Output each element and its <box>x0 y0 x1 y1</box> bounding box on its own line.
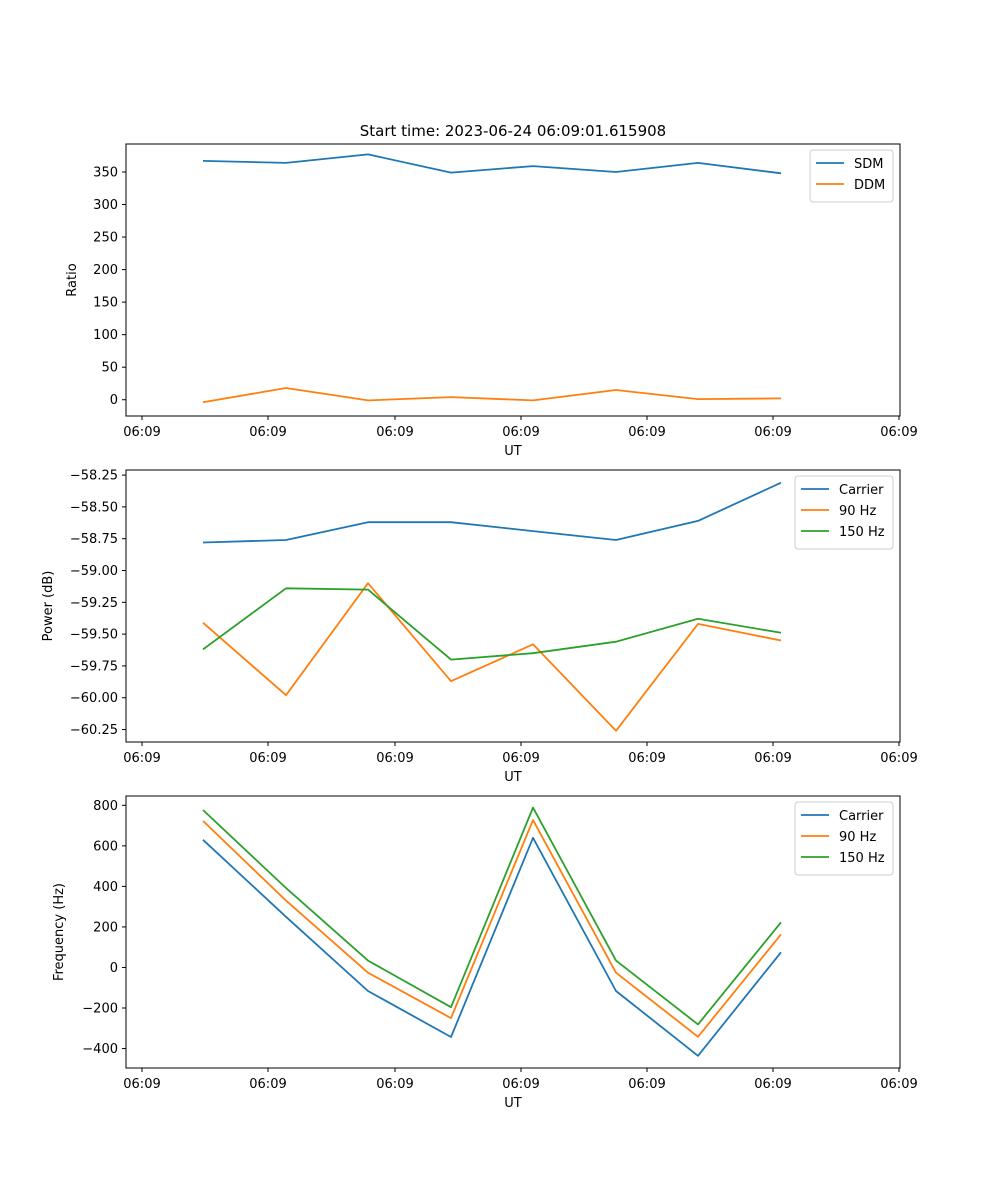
series-line-150-hz <box>202 806 782 1026</box>
x-tick-label: 06:09 <box>249 751 286 766</box>
legend-label: 90 Hz <box>839 830 876 845</box>
y-tick-label: −59.75 <box>70 659 118 674</box>
x-tick-label: 06:09 <box>628 751 665 766</box>
x-tick-label: 06:09 <box>628 1077 665 1092</box>
legend: Carrier 90 Hz 150 Hz <box>794 475 894 550</box>
x-tick-label: 06:09 <box>754 425 791 440</box>
y-tick-label: 350 <box>93 165 118 180</box>
legend-label: 150 Hz <box>839 851 885 866</box>
x-tick-label: 06:09 <box>502 425 539 440</box>
y-tick-label: 0 <box>110 961 118 976</box>
legend: Carrier 90 Hz 150 Hz <box>794 801 894 876</box>
legend-label: 90 Hz <box>839 504 876 519</box>
x-tick-label: 06:09 <box>376 751 413 766</box>
x-tick-label: 06:09 <box>502 751 539 766</box>
y-tick-label: 200 <box>93 263 118 278</box>
y-axis-label: Frequency (Hz) <box>52 883 67 981</box>
x-tick-label: 06:09 <box>123 425 160 440</box>
y-axis-label: Power (dB) <box>41 571 56 642</box>
x-tick-label: 06:09 <box>880 1077 917 1092</box>
x-tick-label: 06:09 <box>754 751 791 766</box>
y-tick-label: −58.50 <box>70 500 118 515</box>
legend-label: SDM <box>854 157 883 172</box>
y-tick-label: 250 <box>93 231 118 246</box>
series-line-90-hz <box>202 582 782 732</box>
y-tick-label: −58.75 <box>70 532 118 547</box>
series-line-sdm <box>202 153 782 175</box>
y-tick-label: 800 <box>93 799 118 814</box>
series-line-150-hz <box>202 587 782 661</box>
legend-label: DDM <box>854 178 885 193</box>
axes-frame <box>125 143 901 417</box>
chart-panel-3: −400 −200 0 200 400 600 800 06:09 06:09 06:09 06:0… <box>52 795 918 1111</box>
x-tick-label: 06:09 <box>376 425 413 440</box>
chart-panel-1: 0 50 100 150 200 250 300 350 06:09 06:09 06:09 06:0… <box>65 143 918 459</box>
y-axis-label: Ratio <box>65 263 80 296</box>
legend: SDM DDM <box>809 149 894 203</box>
x-tick-label: 06:09 <box>628 425 665 440</box>
x-axis-label: UT <box>504 444 522 459</box>
axes-frame <box>125 795 901 1069</box>
figure-title: Start time: 2023-06-24 06:09:01.615908 <box>360 122 666 140</box>
legend-label: Carrier <box>839 809 884 824</box>
x-tick-label: 06:09 <box>754 1077 791 1092</box>
y-tick-label: 600 <box>93 839 118 854</box>
y-tick-label: 150 <box>93 296 118 311</box>
y-tick-label: −59.00 <box>70 564 118 579</box>
y-tick-label: −400 <box>82 1042 118 1057</box>
x-axis-label: UT <box>504 1096 522 1111</box>
chart-panel-2: −60.25 −60.00 −59.75 −59.50 −59.25 −59.00 −58.… <box>41 469 918 785</box>
axes-frame <box>125 469 901 743</box>
x-tick-label: 06:09 <box>123 751 160 766</box>
y-tick-label: 100 <box>93 328 118 343</box>
series-line-ddm <box>202 387 782 404</box>
y-tick-label: 200 <box>93 920 118 935</box>
legend-label: Carrier <box>839 483 884 498</box>
y-tick-label: 300 <box>93 198 118 213</box>
y-tick-label: −60.00 <box>70 691 118 706</box>
series-line-90-hz <box>202 819 782 1038</box>
x-tick-label: 06:09 <box>249 425 286 440</box>
legend-label: 150 Hz <box>839 525 885 540</box>
y-tick-label: −59.25 <box>70 596 118 611</box>
x-tick-label: 06:09 <box>502 1077 539 1092</box>
x-axis-label: UT <box>504 770 522 785</box>
series-line-carrier <box>202 836 782 1057</box>
x-tick-label: 06:09 <box>880 425 917 440</box>
x-tick-label: 06:09 <box>249 1077 286 1092</box>
y-tick-label: −200 <box>82 1002 118 1017</box>
y-tick-label: 400 <box>93 880 118 895</box>
y-tick-label: 50 <box>101 361 118 376</box>
y-tick-label: −58.25 <box>70 469 118 484</box>
y-tick-label: −59.50 <box>70 628 118 643</box>
series-line-carrier <box>202 481 782 544</box>
panels: 0 50 100 150 200 250 300 350 06:09 06:09 06:09 06:0… <box>41 143 918 1111</box>
y-tick-label: 0 <box>110 393 118 408</box>
x-tick-label: 06:09 <box>880 751 917 766</box>
x-tick-label: 06:09 <box>376 1077 413 1092</box>
y-tick-label: −60.25 <box>70 723 118 738</box>
x-tick-label: 06:09 <box>123 1077 160 1092</box>
